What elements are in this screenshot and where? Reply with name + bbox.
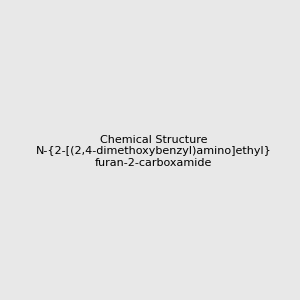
Text: Chemical Structure
N-{2-[(2,4-dimethoxybenzyl)amino]ethyl}
furan-2-carboxamide: Chemical Structure N-{2-[(2,4-dimethoxyb… <box>36 135 272 168</box>
